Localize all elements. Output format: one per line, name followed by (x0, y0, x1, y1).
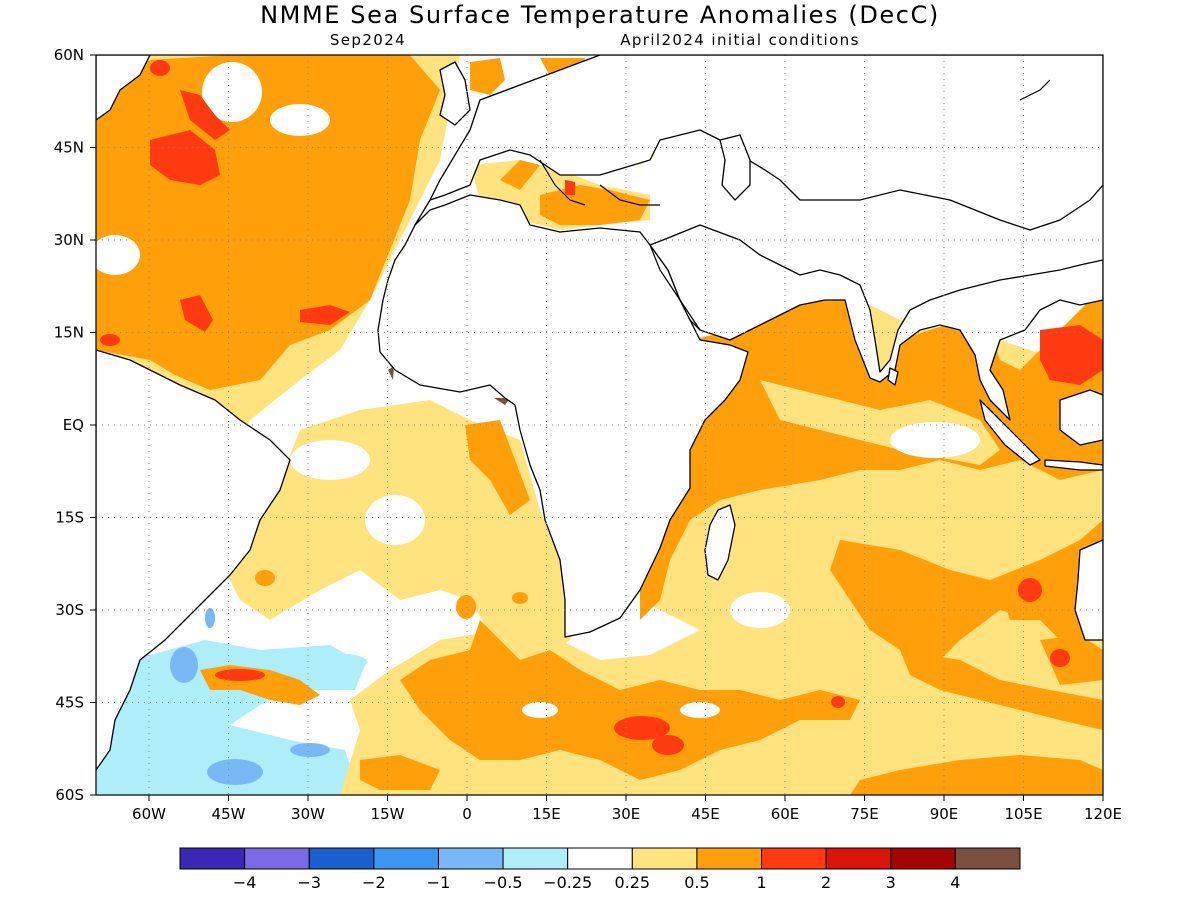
colorbar-swatch (567, 847, 633, 870)
eurasia-landmass (414, 55, 1103, 231)
sumatra-island (979, 399, 1041, 466)
lon-label: 30W (291, 805, 325, 823)
lon-label: 45E (691, 805, 720, 823)
anomaly-blue (170, 608, 330, 785)
lon-label: 15E (532, 805, 561, 823)
colorbar-label: 1 (756, 873, 766, 892)
colorbar-swatch (308, 847, 375, 870)
lat-label: 15S (55, 509, 84, 527)
map-plot (96, 55, 1103, 795)
latitude-labels: 60N 45N 30N 15N EQ 15S 30S 45S 60S (54, 46, 96, 804)
australia-landmass (1074, 539, 1103, 641)
lon-label: 120E (1084, 805, 1122, 823)
longitude-labels: 60W 45W 30W 15W 0 15E 30E 45E 60E 75E 90E 105E 120E (132, 795, 1122, 823)
africa-europe-asia-landmass (377, 194, 749, 638)
map-title: NMME Sea Surface Temperature Anomalies (… (260, 1, 940, 29)
colorbar-label: −2 (362, 873, 386, 892)
lat-label: 60S (55, 786, 84, 804)
lon-label: 105E (1004, 805, 1042, 823)
colorbar-label: −0.5 (484, 873, 523, 892)
colorbar-label: 0.25 (614, 873, 650, 892)
lon-label: 15W (371, 805, 405, 823)
colorbar-label: −4 (233, 873, 257, 892)
lon-label: 0 (462, 805, 472, 823)
target-month: Sep2024 (330, 31, 406, 49)
lat-label: 45S (55, 694, 84, 712)
initial-conditions: April2024 initial conditions (620, 31, 860, 49)
anomaly-red (100, 60, 1103, 755)
anomaly-near-zero (96, 62, 980, 718)
colorbar-swatch (825, 847, 892, 870)
lon-label: 60W (132, 805, 166, 823)
sri-lanka (887, 367, 899, 386)
lat-label: 30N (54, 231, 84, 249)
land-masses (96, 55, 1103, 771)
arabia-india-landmass (649, 224, 1103, 421)
lat-label: 60N (54, 46, 84, 64)
south-america-landmass (96, 349, 291, 771)
colorbar-label: 4 (950, 873, 960, 892)
colorbar-swatch (437, 847, 504, 870)
java-island (1044, 459, 1103, 471)
colorbar-swatch (244, 847, 310, 870)
colorbar-swatch (761, 847, 827, 870)
lon-label: 75E (850, 805, 879, 823)
colorbar-swatch (954, 847, 1021, 870)
colorbar-swatch (890, 847, 956, 870)
colorbar: −4 −3 −2 −1 −0.5 −0.25 0.25 0.5 1 2 3 4 (179, 847, 1021, 892)
coast-details (539, 79, 1051, 331)
colorbar-label: 3 (886, 873, 896, 892)
lat-label: 30S (55, 601, 84, 619)
caspian-sea (719, 134, 751, 201)
colorbar-label: −0.25 (543, 873, 592, 892)
north-america-landmass (96, 55, 151, 121)
lon-label: 45W (212, 805, 246, 823)
colorbar-label: 0.5 (684, 873, 709, 892)
colorbar-swatch (179, 847, 246, 870)
great-britain (439, 61, 471, 126)
lon-label: 30E (612, 805, 641, 823)
colorbar-label: −1 (427, 873, 451, 892)
colorbar-swatch (373, 847, 439, 870)
borneo-island (1059, 389, 1103, 446)
colorbar-swatch (631, 847, 698, 870)
colorbar-swatch (502, 847, 569, 870)
lon-label: 60E (771, 805, 800, 823)
colorbar-label: 2 (821, 873, 831, 892)
colorbar-swatch (696, 847, 763, 870)
madagascar (704, 504, 736, 581)
lon-label: 90E (930, 805, 959, 823)
colorbar-label: −3 (297, 873, 321, 892)
lat-label: 45N (54, 139, 84, 157)
lat-label: 15N (54, 324, 84, 342)
lat-label: EQ (63, 416, 84, 434)
